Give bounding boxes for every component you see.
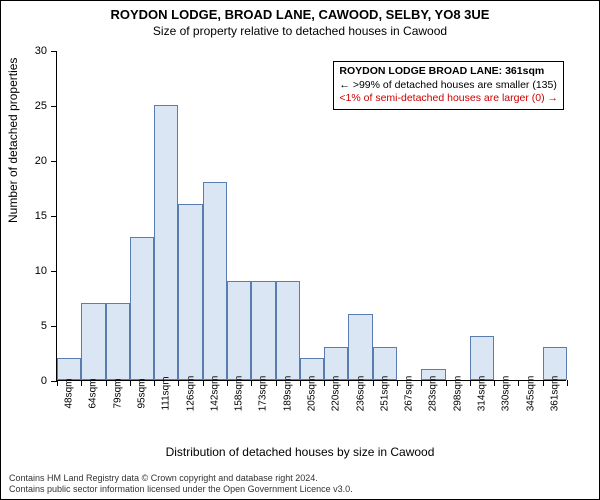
y-tick-label: 5 (41, 320, 47, 332)
x-tick (348, 380, 349, 386)
x-tick (300, 380, 301, 386)
histogram-bar (106, 303, 130, 380)
y-tick (51, 326, 57, 327)
histogram-bar (57, 358, 81, 380)
x-tick-label: 64sqm (88, 378, 99, 408)
x-tick (494, 380, 495, 386)
y-tick-label: 30 (35, 45, 47, 57)
x-tick-label: 142sqm (209, 376, 220, 412)
histogram-bar (81, 303, 105, 380)
x-tick (276, 380, 277, 386)
y-tick-label: 0 (41, 375, 47, 387)
x-tick (203, 380, 204, 386)
x-tick (81, 380, 82, 386)
x-tick (518, 380, 519, 386)
x-tick-label: 236sqm (355, 376, 366, 412)
annotation-box: ROYDON LODGE BROAD LANE: 361sqm ← >99% o… (333, 61, 564, 110)
histogram-bar (203, 182, 227, 380)
x-tick-label: 205sqm (307, 376, 318, 412)
x-tick (227, 380, 228, 386)
y-tick (51, 106, 57, 107)
y-tick (51, 271, 57, 272)
x-tick-label: 330sqm (501, 376, 512, 412)
histogram-bar (348, 314, 372, 380)
histogram-bar (251, 281, 275, 380)
x-tick-label: 95sqm (137, 378, 148, 408)
y-tick (51, 216, 57, 217)
x-tick (397, 380, 398, 386)
y-tick (51, 161, 57, 162)
x-tick-label: 361sqm (549, 376, 560, 412)
y-axis-label: Number of detached properties (6, 58, 20, 223)
x-tick-label: 298sqm (452, 376, 463, 412)
x-tick (421, 380, 422, 386)
x-tick (251, 380, 252, 386)
annotation-line1: ROYDON LODGE BROAD LANE: 361sqm (339, 65, 558, 79)
x-tick (57, 380, 58, 386)
x-tick-label: 251sqm (379, 376, 390, 412)
x-tick (324, 380, 325, 386)
y-tick (51, 51, 57, 52)
x-tick (470, 380, 471, 386)
footer-line1: Contains HM Land Registry data © Crown c… (9, 473, 353, 484)
x-tick-label: 158sqm (234, 376, 245, 412)
x-tick (106, 380, 107, 386)
x-tick (543, 380, 544, 386)
x-tick-label: 314sqm (477, 376, 488, 412)
x-axis-label: Distribution of detached houses by size … (1, 445, 599, 459)
x-tick-label: 345sqm (525, 376, 536, 412)
x-tick-label: 126sqm (185, 376, 196, 412)
chart-subtitle: Size of property relative to detached ho… (1, 24, 599, 38)
x-tick-label: 267sqm (404, 376, 415, 412)
y-tick-label: 20 (35, 155, 47, 167)
x-tick (446, 380, 447, 386)
x-tick-label: 79sqm (112, 378, 123, 408)
annotation-line2: ← >99% of detached houses are smaller (1… (339, 79, 558, 93)
chart-title: ROYDON LODGE, BROAD LANE, CAWOOD, SELBY,… (1, 7, 599, 22)
x-tick-label: 283sqm (428, 376, 439, 412)
x-tick-label: 111sqm (161, 376, 172, 410)
histogram-bar (178, 204, 202, 380)
x-tick (567, 380, 568, 386)
x-tick-label: 220sqm (331, 376, 342, 412)
y-tick-label: 25 (35, 100, 47, 112)
histogram-bar (276, 281, 300, 380)
histogram-bar (227, 281, 251, 380)
annotation-line3: <1% of semi-detached houses are larger (… (339, 92, 558, 106)
x-tick-label: 48sqm (64, 378, 75, 408)
y-tick-label: 15 (35, 210, 47, 222)
footer-line2: Contains public sector information licen… (9, 484, 353, 495)
x-tick (373, 380, 374, 386)
histogram-bar (130, 237, 154, 380)
x-tick (178, 380, 179, 386)
x-tick-label: 189sqm (282, 376, 293, 412)
y-tick-label: 10 (35, 265, 47, 277)
x-tick (130, 380, 131, 386)
histogram-bar (470, 336, 494, 380)
chart-container: ROYDON LODGE, BROAD LANE, CAWOOD, SELBY,… (0, 0, 600, 500)
x-tick (154, 380, 155, 386)
histogram-bar (154, 105, 178, 380)
x-tick-label: 173sqm (258, 376, 269, 412)
footer: Contains HM Land Registry data © Crown c… (9, 473, 353, 495)
